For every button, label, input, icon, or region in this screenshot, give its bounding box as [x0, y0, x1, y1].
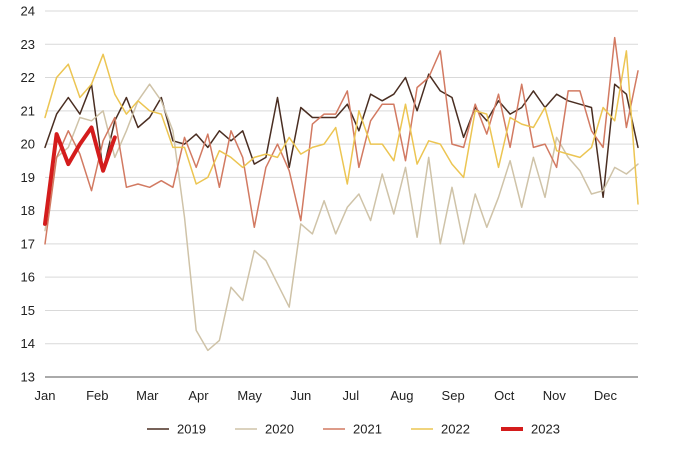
series-line-2021: [44, 36, 639, 245]
legend: 2019 2020 2021 2022 2023: [147, 422, 560, 437]
series-line-2022: [44, 50, 639, 205]
y-tick-label: 24: [21, 4, 35, 19]
legend-label-2020: 2020: [265, 422, 294, 437]
x-tick-label: Feb: [86, 388, 108, 403]
legend-label-2022: 2022: [441, 422, 470, 437]
x-tick-label: Sep: [442, 388, 465, 403]
gridlines: [45, 10, 638, 378]
x-tick-label: Mar: [136, 388, 159, 403]
x-tick-label: Jul: [342, 388, 359, 403]
legend-label-2021: 2021: [353, 422, 382, 437]
x-tick-label: Apr: [188, 388, 209, 403]
legend-label-2019: 2019: [177, 422, 206, 437]
y-tick-label: 20: [21, 137, 35, 152]
y-tick-label: 19: [21, 170, 35, 185]
x-tick-label: Oct: [494, 388, 515, 403]
series-lines: [43, 36, 639, 352]
series-line-2020: [44, 83, 639, 352]
x-tick-label: Jun: [290, 388, 311, 403]
y-tick-label: 15: [21, 303, 35, 318]
x-tick-label: Nov: [543, 388, 567, 403]
y-tick-label: 17: [21, 236, 35, 251]
y-tick-label: 16: [21, 270, 35, 285]
y-tick-label: 23: [21, 37, 35, 52]
x-axis-ticks: Jan Feb Mar Apr May Jun Jul Aug Sep Oct Nov Dec: [35, 388, 618, 403]
y-tick-label: 18: [21, 203, 35, 218]
series-line-2023: [43, 125, 117, 226]
series-line-2019: [44, 73, 639, 199]
x-tick-label: Jan: [35, 388, 56, 403]
x-tick-label: May: [237, 388, 262, 403]
x-tick-label: Aug: [390, 388, 413, 403]
y-tick-label: 13: [21, 370, 35, 385]
y-tick-label: 21: [21, 103, 35, 118]
legend-label-2023: 2023: [531, 422, 560, 437]
x-tick-label: Dec: [594, 388, 618, 403]
y-tick-label: 14: [21, 336, 35, 351]
y-axis-ticks: 13 14 15 16 17 18 19 20 21 22 23 24: [21, 4, 35, 385]
y-tick-label: 22: [21, 70, 35, 85]
